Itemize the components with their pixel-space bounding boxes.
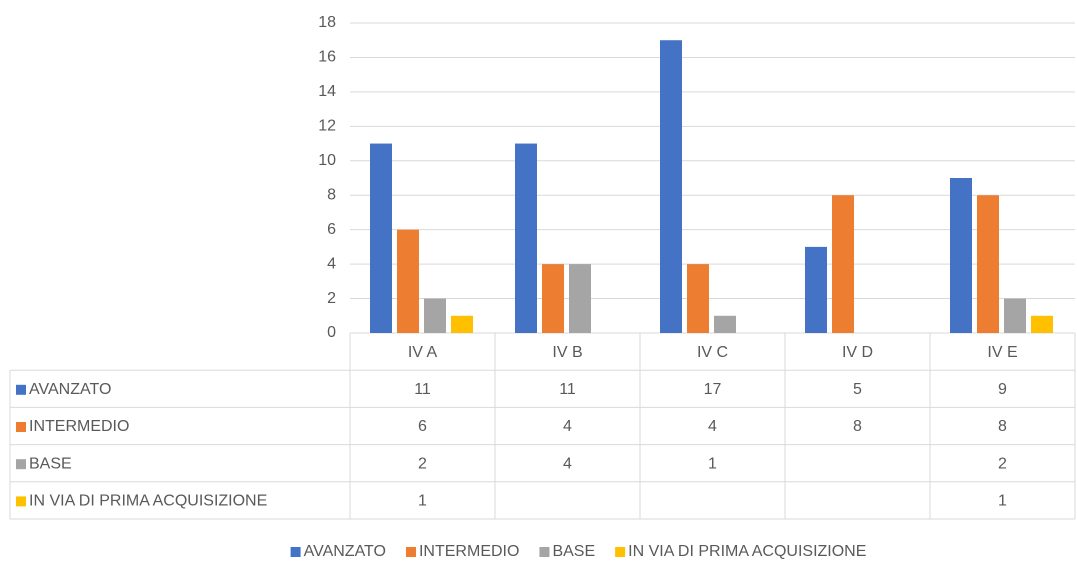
table-value: 11 (559, 381, 576, 398)
bar (687, 264, 709, 333)
bar (515, 143, 537, 333)
bar (950, 178, 972, 333)
legend-label: INTERMEDIO (419, 543, 519, 560)
table-legend-key (16, 422, 26, 432)
y-tick-label: 10 (318, 152, 336, 169)
table-value: 1 (708, 455, 717, 472)
bar (569, 264, 591, 333)
table-row-label: BASE (29, 455, 72, 472)
table-value: 4 (563, 455, 572, 472)
bar (397, 229, 419, 333)
y-tick-label: 6 (327, 221, 336, 238)
table-value: 9 (998, 381, 1007, 398)
y-tick-label: 18 (318, 14, 336, 31)
table-value: 6 (418, 418, 427, 435)
table-row-label: AVANZATO (29, 381, 111, 398)
table-value: 1 (418, 493, 427, 510)
x-tick-label: IV C (697, 344, 728, 361)
table-value: 8 (853, 418, 862, 435)
legend-key (539, 547, 550, 557)
x-tick-label: IV D (842, 344, 873, 361)
table-value: 8 (998, 418, 1007, 435)
table-value: 11 (414, 381, 431, 398)
bar (805, 246, 827, 333)
x-tick-label: IV E (987, 344, 1017, 361)
y-tick-label: 2 (327, 290, 336, 307)
y-tick-label: 0 (327, 324, 336, 341)
bar (660, 40, 682, 333)
table-legend-key (16, 384, 26, 395)
bar (1004, 298, 1026, 333)
table-value: 4 (563, 418, 572, 435)
bar (1031, 315, 1053, 333)
bar (977, 195, 999, 333)
table-value: 5 (853, 381, 862, 398)
y-tick-label: 16 (318, 49, 336, 66)
table-row-label: INTERMEDIO (29, 418, 129, 435)
legend-label: BASE (552, 543, 595, 560)
legend-label: IN VIA DI PRIMA ACQUISIZIONE (628, 543, 866, 560)
legend-key (615, 547, 626, 557)
legend-label: AVANZATO (304, 543, 386, 560)
y-tick-label: 12 (318, 118, 336, 135)
legend-key (405, 547, 416, 557)
legend-key (290, 547, 301, 557)
table-value: 17 (704, 381, 722, 398)
bar (714, 315, 736, 333)
x-tick-label: IV A (408, 344, 438, 361)
bar (370, 143, 392, 333)
bar (832, 195, 854, 333)
table-value: 2 (998, 455, 1007, 472)
table-value: 1 (998, 493, 1007, 510)
y-tick-label: 4 (327, 255, 336, 272)
bar (542, 264, 564, 333)
table-row-label: IN VIA DI PRIMA ACQUISIZIONE (29, 493, 267, 510)
table-value: 4 (708, 418, 717, 435)
y-tick-label: 14 (318, 83, 336, 100)
table-legend-key (16, 459, 26, 470)
bar (424, 298, 446, 333)
table-legend-key (16, 496, 26, 507)
x-tick-label: IV B (552, 344, 582, 361)
bar (451, 315, 473, 333)
y-tick-label: 8 (327, 186, 336, 203)
table-value: 2 (418, 455, 427, 472)
